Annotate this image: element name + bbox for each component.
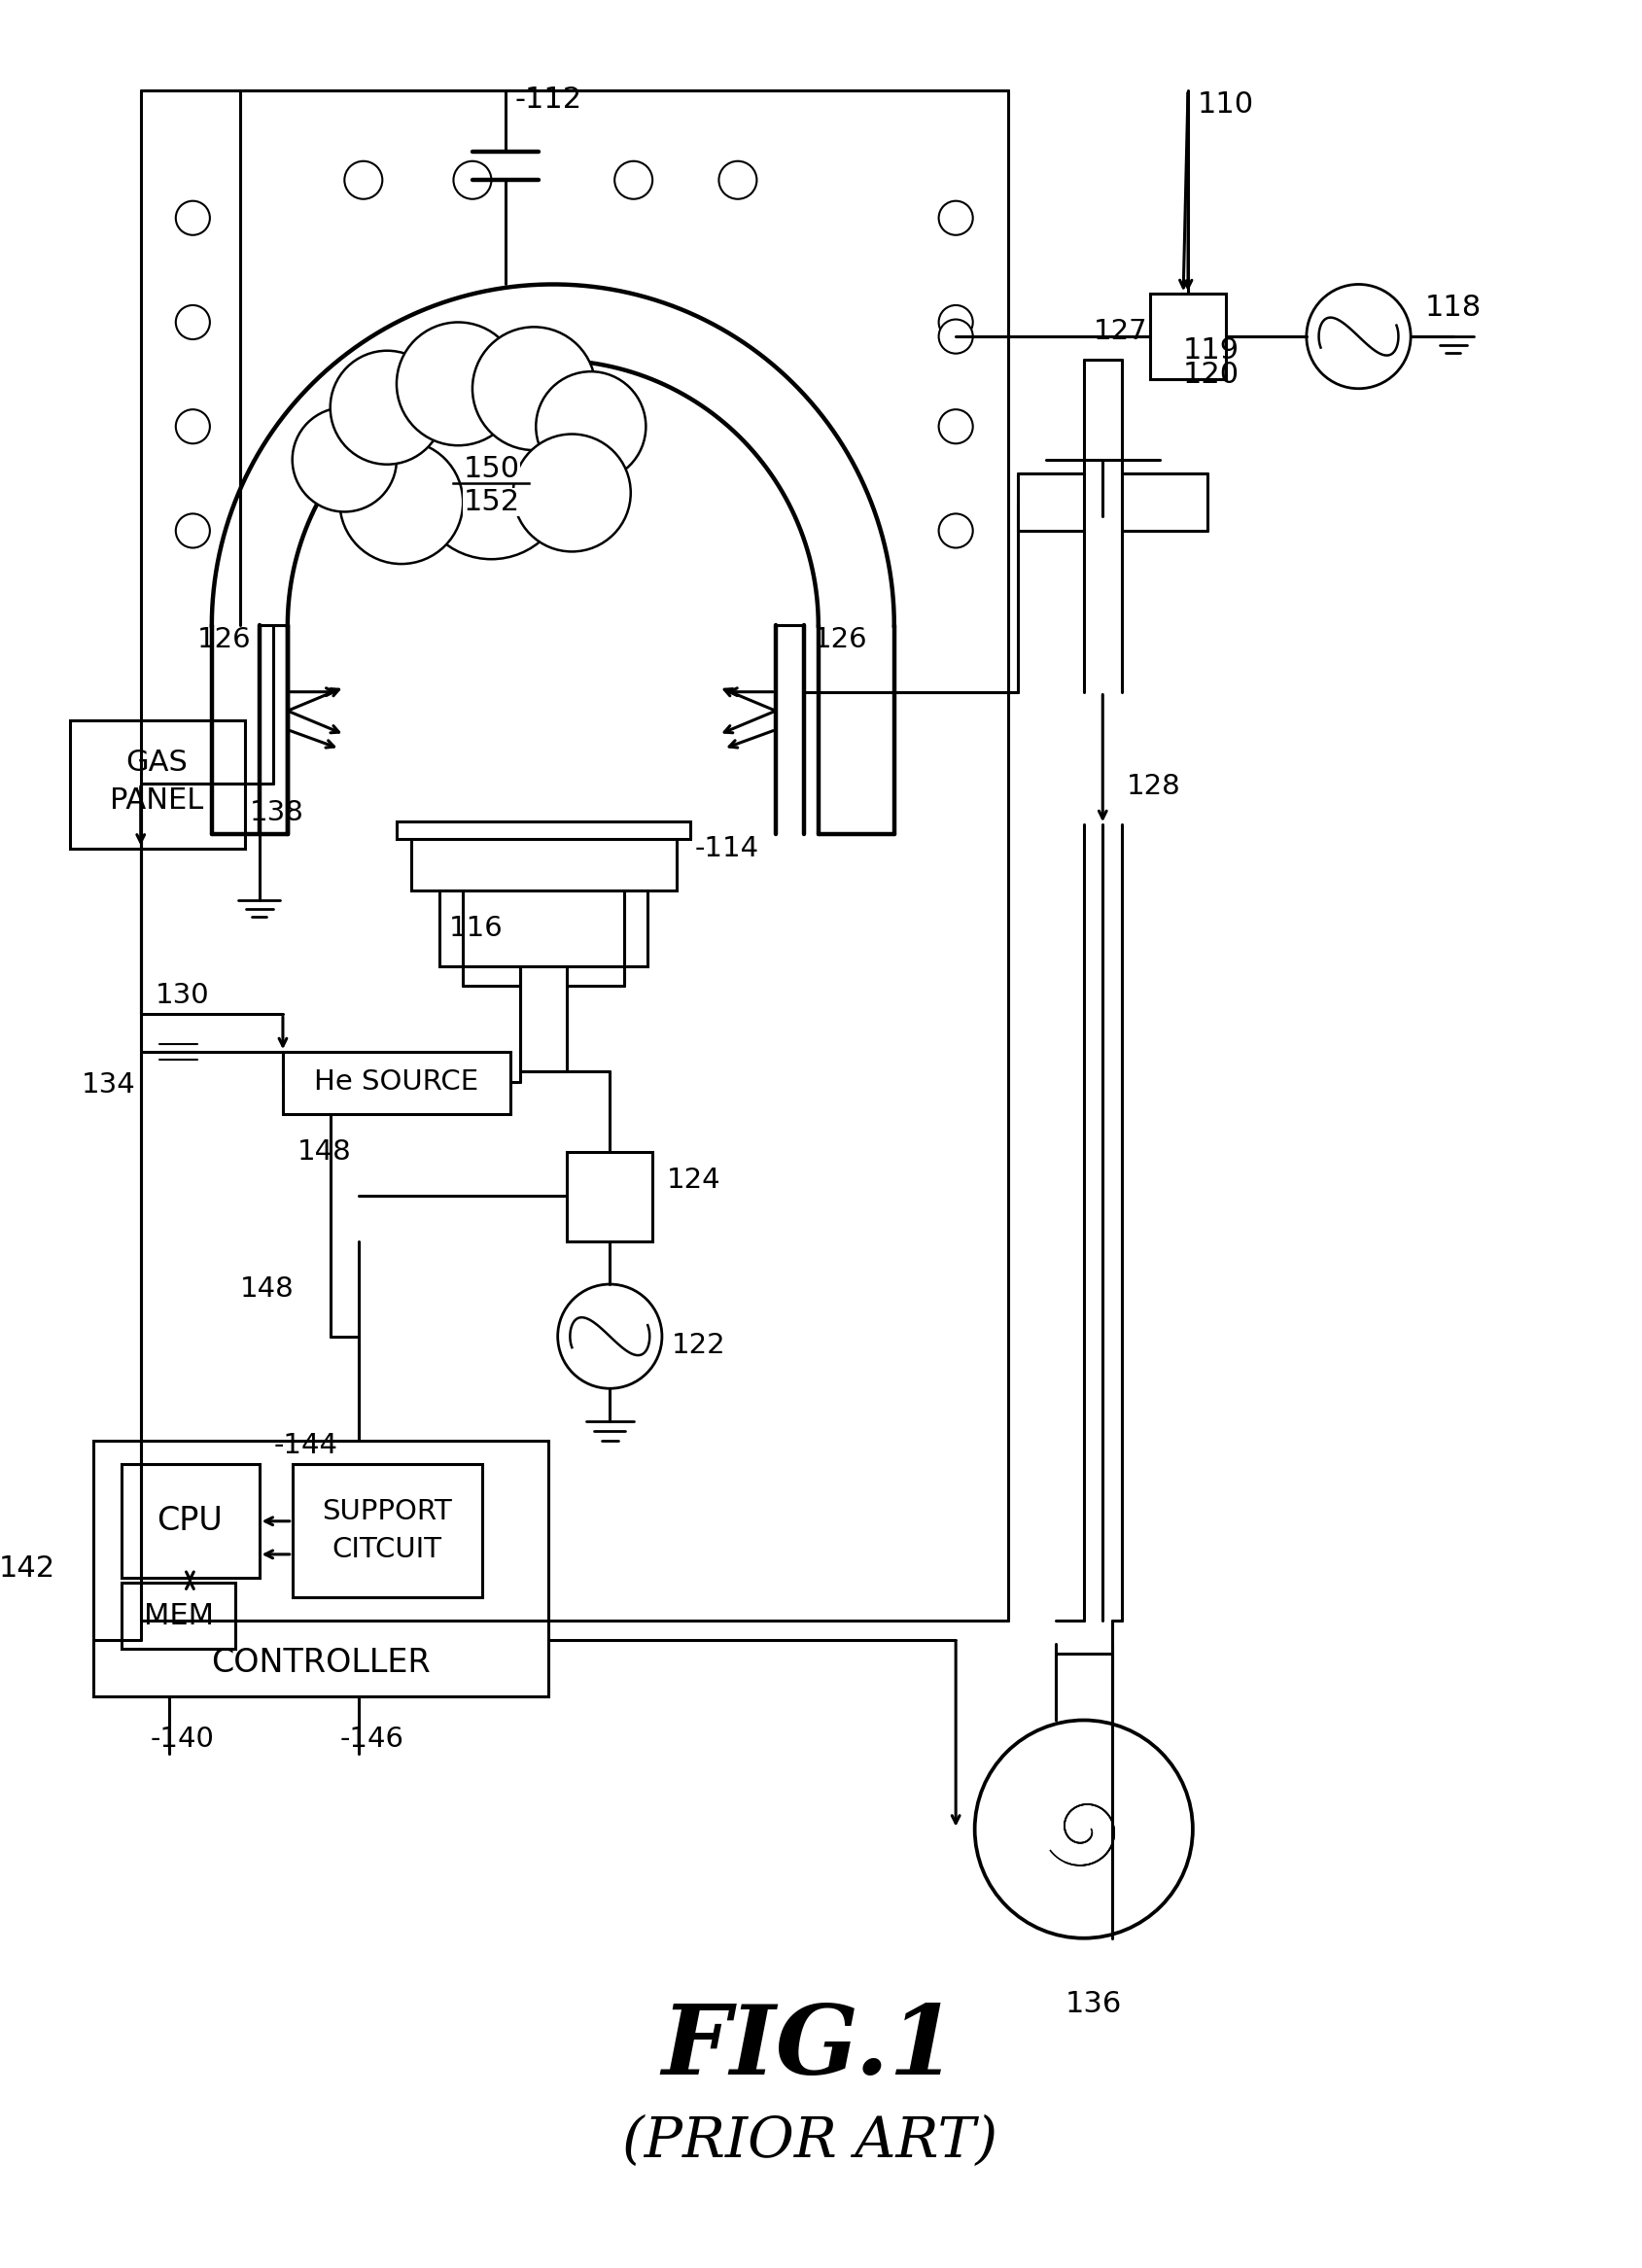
Bar xyxy=(566,1152,652,1241)
Text: 119: 119 xyxy=(1184,336,1240,365)
Text: MEM: MEM xyxy=(143,1601,213,1631)
Text: GAS: GAS xyxy=(126,748,187,778)
Bar xyxy=(410,839,677,891)
Text: 142: 142 xyxy=(0,1554,56,1583)
Circle shape xyxy=(939,513,972,549)
Text: CITCUIT: CITCUIT xyxy=(332,1535,442,1563)
Bar xyxy=(1149,295,1227,379)
Text: CPU: CPU xyxy=(158,1506,223,1538)
Text: (PRIOR ART): (PRIOR ART) xyxy=(622,2114,997,2170)
Text: 134: 134 xyxy=(82,1070,136,1098)
Text: FIG.1: FIG.1 xyxy=(662,2000,957,2093)
Circle shape xyxy=(176,202,210,236)
Circle shape xyxy=(345,161,383,200)
Text: -112: -112 xyxy=(516,86,583,113)
Text: SUPPORT: SUPPORT xyxy=(322,1499,452,1526)
Text: 136: 136 xyxy=(1064,1991,1121,2019)
Circle shape xyxy=(558,1284,662,1388)
Text: CONTROLLER: CONTROLLER xyxy=(212,1647,430,1678)
Circle shape xyxy=(330,352,443,465)
Bar xyxy=(282,1052,511,1114)
Circle shape xyxy=(719,161,757,200)
Text: 124: 124 xyxy=(667,1166,721,1193)
Bar xyxy=(440,891,647,966)
Text: 152: 152 xyxy=(463,488,519,517)
Bar xyxy=(397,821,690,839)
Circle shape xyxy=(939,202,972,236)
Text: 127: 127 xyxy=(1094,318,1148,345)
Circle shape xyxy=(514,433,631,551)
Text: 148: 148 xyxy=(297,1139,351,1166)
Bar xyxy=(292,1465,481,1597)
Circle shape xyxy=(176,306,210,340)
Text: He SOURCE: He SOURCE xyxy=(314,1068,479,1095)
Circle shape xyxy=(176,513,210,549)
Bar xyxy=(122,1465,259,1579)
Text: -146: -146 xyxy=(340,1726,404,1753)
Circle shape xyxy=(473,327,596,449)
Text: 130: 130 xyxy=(154,982,209,1009)
Bar xyxy=(122,1583,235,1649)
Circle shape xyxy=(939,306,972,340)
Circle shape xyxy=(415,408,566,560)
Circle shape xyxy=(397,322,521,445)
Text: -114: -114 xyxy=(695,835,760,862)
Text: 126: 126 xyxy=(197,626,251,653)
Text: -144: -144 xyxy=(273,1431,338,1458)
Circle shape xyxy=(975,1719,1192,1939)
Text: 122: 122 xyxy=(672,1331,726,1359)
Text: -140: -140 xyxy=(149,1726,213,1753)
Bar xyxy=(69,721,245,848)
Text: 128: 128 xyxy=(1126,773,1181,801)
Circle shape xyxy=(535,372,645,481)
Circle shape xyxy=(340,440,463,565)
Text: 148: 148 xyxy=(240,1275,294,1302)
Circle shape xyxy=(453,161,491,200)
Text: PANEL: PANEL xyxy=(110,787,204,814)
Circle shape xyxy=(939,320,972,354)
Text: 116: 116 xyxy=(448,916,502,943)
Circle shape xyxy=(939,411,972,445)
Text: 126: 126 xyxy=(814,626,867,653)
Text: 150: 150 xyxy=(463,456,519,483)
Circle shape xyxy=(614,161,652,200)
Bar xyxy=(94,1440,548,1696)
Circle shape xyxy=(1307,284,1410,388)
Text: 118: 118 xyxy=(1425,295,1481,322)
Circle shape xyxy=(292,408,397,513)
Text: 120: 120 xyxy=(1184,361,1240,388)
Text: 110: 110 xyxy=(1197,91,1254,118)
Circle shape xyxy=(176,411,210,445)
Text: 138: 138 xyxy=(250,798,304,826)
